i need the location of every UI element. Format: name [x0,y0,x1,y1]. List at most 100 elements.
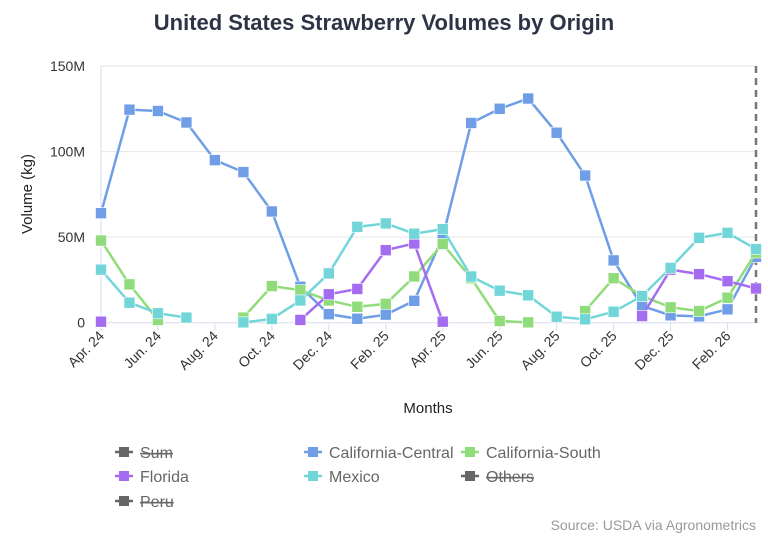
series-mexico [95,217,762,329]
data-point[interactable] [123,296,136,309]
data-point[interactable] [721,227,734,239]
data-point[interactable] [693,305,705,317]
chart-title: United States Strawberry Volumes by Orig… [154,10,615,35]
data-point[interactable] [408,270,421,283]
data-point[interactable] [351,300,364,313]
data-point[interactable] [721,303,734,316]
x-tick-label: Aug. 25 [517,327,563,373]
data-point[interactable] [436,315,449,328]
source-credit: Source: USDA via Agronometrics [551,517,756,533]
legend-item-sum[interactable]: Sum [115,445,173,462]
legend-item-california-central[interactable]: California-Central [304,445,454,462]
data-point[interactable] [493,102,506,115]
data-point[interactable] [493,315,506,327]
data-point[interactable] [266,313,278,325]
data-point[interactable] [408,227,421,240]
data-point[interactable] [209,154,221,166]
data-point[interactable] [493,284,506,297]
legend-label: Peru [140,494,174,511]
data-point[interactable] [351,312,364,325]
legend-marker-icon [119,447,129,457]
data-point[interactable] [351,283,364,295]
legend-marker-icon [119,471,129,481]
data-point[interactable] [123,278,136,291]
data-point[interactable] [721,291,734,304]
y-tick-label: 100M [50,144,85,160]
data-point[interactable] [693,232,705,244]
legend-item-mexico[interactable]: Mexico [304,469,380,486]
y-tick-label: 150M [50,58,85,74]
data-point[interactable] [379,298,392,310]
data-point[interactable] [750,243,762,255]
data-point[interactable] [579,313,591,326]
x-tick-label: Feb. 26 [689,327,734,372]
data-point[interactable] [323,308,335,320]
x-tick-label: Oct. 24 [235,327,278,370]
data-point[interactable] [351,221,364,233]
data-point[interactable] [237,316,250,329]
data-point[interactable] [152,105,164,117]
data-point[interactable] [408,294,421,307]
x-axis-label: Months [403,400,452,417]
data-point[interactable] [323,288,335,301]
legend-label: Others [486,469,534,486]
legend-marker-icon [308,471,318,481]
data-point[interactable] [379,244,392,256]
data-point[interactable] [607,254,620,267]
legend-marker-icon [465,471,475,481]
data-point[interactable] [266,280,278,292]
data-point[interactable] [323,267,335,280]
data-point[interactable] [550,126,563,139]
data-point[interactable] [95,207,107,219]
data-point[interactable] [465,270,478,283]
data-point[interactable] [180,116,193,129]
legend-item-california-south[interactable]: California-South [461,445,601,462]
data-point[interactable] [95,234,107,247]
data-point[interactable] [266,205,278,218]
data-point[interactable] [693,268,705,280]
data-point[interactable] [294,284,307,296]
x-tick-label: Apr. 24 [64,327,107,370]
data-point[interactable] [180,311,193,324]
y-tick-label: 0 [77,315,85,331]
data-point[interactable] [408,237,421,250]
data-point[interactable] [294,294,307,307]
y-axis-label: Volume (kg) [19,154,36,234]
legend-item-peru[interactable]: Peru [115,494,174,511]
data-point[interactable] [465,117,478,129]
data-point[interactable] [294,314,307,326]
x-tick-label: Apr. 25 [406,327,449,370]
data-point[interactable] [636,310,648,322]
data-point[interactable] [636,290,648,302]
x-tick-label: Dec. 24 [290,327,336,373]
data-point[interactable] [664,301,677,314]
data-point[interactable] [436,223,449,235]
data-point[interactable] [379,308,392,321]
x-tick-label: Dec. 25 [631,327,677,373]
legend-label: California-South [486,445,601,462]
data-point[interactable] [522,92,534,105]
data-point[interactable] [750,282,762,295]
data-point[interactable] [379,217,392,230]
legend-item-florida[interactable]: Florida [115,469,189,486]
series-line [100,222,757,324]
data-point[interactable] [237,166,250,178]
data-point[interactable] [436,238,449,250]
data-point[interactable] [522,289,534,302]
data-point[interactable] [664,262,677,274]
data-point[interactable] [95,263,107,276]
data-point[interactable] [607,305,620,318]
x-tick-label: Aug. 24 [176,327,222,373]
x-tick-label: Jun. 25 [462,327,506,371]
data-point[interactable] [123,103,136,116]
data-point[interactable] [579,169,591,182]
data-point[interactable] [721,275,734,287]
legend-item-others[interactable]: Others [461,469,534,486]
data-point[interactable] [550,310,563,323]
data-point[interactable] [152,307,164,320]
data-point[interactable] [522,316,534,329]
data-point[interactable] [607,272,620,285]
data-point[interactable] [95,315,107,328]
